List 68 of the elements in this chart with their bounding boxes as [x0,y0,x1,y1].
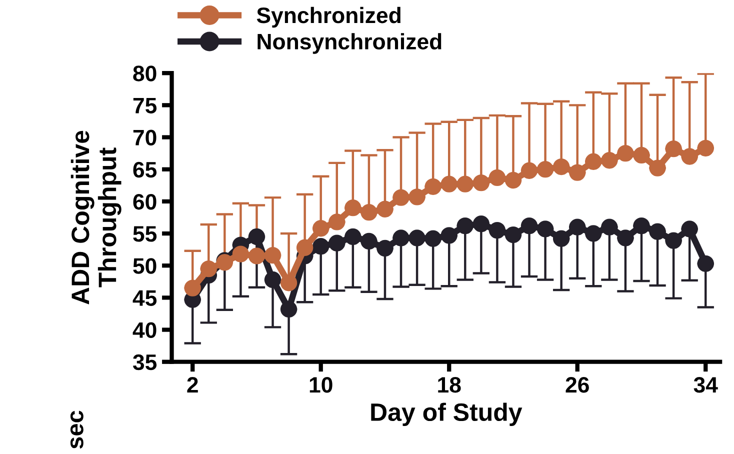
point [601,218,618,236]
point [440,227,458,244]
point [553,158,570,176]
point [248,248,266,264]
y-tick-label: 55 [133,226,157,242]
point [504,226,522,244]
point [248,228,266,246]
y-tick-label: 35 [132,354,157,370]
point [328,234,346,252]
point [200,260,217,278]
point [392,230,410,246]
point [264,246,282,264]
y-tick-label: 65 [133,162,157,178]
point [440,176,458,192]
point [569,218,586,236]
point [280,274,298,292]
point [617,230,634,246]
point [344,200,362,216]
x-tick-label: 10 [310,377,332,393]
point [520,162,538,179]
point [264,271,282,288]
point [569,164,586,181]
y-tick-label: 40 [132,322,156,338]
y-tick-label: 75 [133,98,157,114]
y-tick-label: 70 [133,130,156,146]
x-axis-title: Day of Study [371,402,522,426]
point [328,214,346,230]
legend-label: Synchronized [256,6,400,28]
point [585,225,602,242]
y-tick-label: 60 [133,194,156,210]
y-axis-title: ADD Cognitive Throughput [70,130,122,304]
point [665,140,682,158]
point [312,238,330,255]
point [665,232,682,249]
legend-label: Nonsynchronized [258,33,442,54]
y-tick-label: 45 [132,290,157,306]
x-tick-label: 26 [566,377,589,393]
y-tick-label: 80 [133,66,156,82]
point [536,161,554,178]
point [296,239,314,256]
x-tick-label: 18 [438,377,461,393]
point [232,246,250,262]
point [184,280,201,296]
point [488,222,506,239]
point [553,230,570,247]
point [456,176,474,192]
point [697,255,714,272]
point [681,148,698,165]
point [649,223,666,240]
point [424,230,442,247]
x-tick-label: 2 [187,377,198,393]
point [697,140,714,156]
point [376,240,394,257]
point [424,178,442,195]
point [681,220,698,238]
point [280,300,298,318]
text: sec [70,410,84,449]
point [312,220,330,237]
point [360,232,378,250]
point [472,174,490,192]
point [649,160,666,176]
x-tick-label: 34 [694,377,718,393]
y-tick-label: 50 [133,258,156,274]
point [633,217,650,234]
point [344,228,362,246]
point [360,204,378,221]
point [408,230,426,246]
point [376,200,394,218]
